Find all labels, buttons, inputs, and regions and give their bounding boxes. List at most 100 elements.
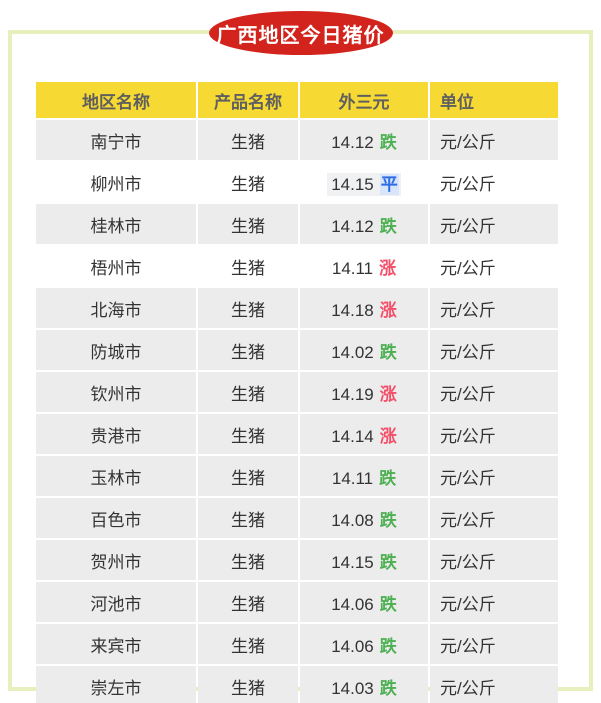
product-cell: 生猪: [198, 540, 298, 580]
price-cell: 14.08 跌: [300, 498, 428, 538]
unit-cell: 元/公斤: [430, 582, 558, 622]
region-cell: 崇左市: [36, 666, 196, 703]
price-cell: 14.19 涨: [300, 372, 428, 412]
price-value: 14.03: [331, 678, 374, 698]
trend-indicator-down: 跌: [379, 552, 397, 572]
column-header-product: 产品名称: [198, 82, 298, 118]
price-value-group: 14.08 跌: [331, 511, 397, 530]
price-value: 14.15: [331, 174, 374, 194]
price-cell: 14.12 跌: [300, 204, 428, 244]
region-cell: 百色市: [36, 498, 196, 538]
region-cell: 来宾市: [36, 624, 196, 664]
price-value: 14.06: [331, 636, 374, 656]
table-row: 贺州市 生猪 14.15 跌 元/公斤: [36, 540, 558, 580]
price-cell: 14.15 平: [300, 162, 428, 202]
column-header-unit: 单位: [430, 82, 558, 118]
price-value-group: 14.19 涨: [331, 385, 397, 404]
trend-indicator-down: 跌: [379, 342, 397, 362]
title-badge: 广西地区今日猪价: [208, 11, 393, 55]
price-value-group: 14.12 跌: [331, 217, 397, 236]
price-cell: 14.15 跌: [300, 540, 428, 580]
trend-indicator-up: 涨: [379, 426, 397, 446]
region-cell: 南宁市: [36, 120, 196, 160]
price-value-group: 14.15 平: [327, 172, 401, 196]
table-row: 贵港市 生猪 14.14 涨 元/公斤: [36, 414, 558, 454]
unit-cell: 元/公斤: [430, 414, 558, 454]
price-table: 地区名称 产品名称 外三元 单位 南宁市 生猪 14.12 跌元/公斤 柳州市 生猪 14.…: [34, 80, 560, 703]
unit-cell: 元/公斤: [430, 666, 558, 703]
region-cell: 防城市: [36, 330, 196, 370]
region-cell: 钦州市: [36, 372, 196, 412]
price-value-group: 14.12 跌: [331, 133, 397, 152]
header-row: 地区名称 产品名称 外三元 单位: [36, 82, 558, 118]
unit-cell: 元/公斤: [430, 246, 558, 286]
product-cell: 生猪: [198, 498, 298, 538]
price-value: 14.11: [331, 468, 374, 488]
table-row: 钦州市 生猪 14.19 涨 元/公斤: [36, 372, 558, 412]
price-table-body: 南宁市 生猪 14.12 跌元/公斤 柳州市 生猪 14.15 平元/公斤 桂林市 生猪 14.12…: [36, 120, 558, 703]
price-value: 14.06: [331, 594, 374, 614]
region-cell: 桂林市: [36, 204, 196, 244]
region-cell: 贵港市: [36, 414, 196, 454]
price-value: 14.12: [331, 216, 374, 236]
unit-cell: 元/公斤: [430, 456, 558, 496]
unit-cell: 元/公斤: [430, 162, 558, 202]
table-row: 百色市 生猪 14.08 跌 元/公斤: [36, 498, 558, 538]
unit-cell: 元/公斤: [430, 120, 558, 160]
table-row: 崇左市 生猪 14.03 跌 元/公斤: [36, 666, 558, 703]
unit-cell: 元/公斤: [430, 540, 558, 580]
price-value: 14.15: [331, 552, 374, 572]
region-cell: 北海市: [36, 288, 196, 328]
trend-indicator-flat: 平: [379, 173, 399, 195]
unit-cell: 元/公斤: [430, 624, 558, 664]
price-value-group: 14.18 涨: [331, 301, 397, 320]
price-value: 14.18: [331, 300, 374, 320]
price-cell: 14.12 跌: [300, 120, 428, 160]
product-cell: 生猪: [198, 330, 298, 370]
product-cell: 生猪: [198, 288, 298, 328]
price-value-group: 14.14 涨: [331, 427, 397, 446]
region-cell: 贺州市: [36, 540, 196, 580]
price-cell: 14.03 跌: [300, 666, 428, 703]
unit-cell: 元/公斤: [430, 372, 558, 412]
price-cell: 14.11 跌: [300, 456, 428, 496]
trend-indicator-up: 涨: [379, 258, 397, 278]
price-cell: 14.06 跌: [300, 624, 428, 664]
region-cell: 玉林市: [36, 456, 196, 496]
region-cell: 柳州市: [36, 162, 196, 202]
price-value-group: 14.11 跌: [332, 469, 396, 488]
price-cell: 14.06 跌: [300, 582, 428, 622]
unit-cell: 元/公斤: [430, 288, 558, 328]
price-cell: 14.11 涨: [300, 246, 428, 286]
table-row: 来宾市 生猪 14.06 跌 元/公斤: [36, 624, 558, 664]
price-value-group: 14.02 跌: [331, 343, 397, 362]
price-value: 14.02: [331, 342, 374, 362]
price-value: 14.11: [331, 258, 374, 278]
trend-indicator-up: 涨: [379, 300, 397, 320]
price-value-group: 14.06 跌: [331, 637, 397, 656]
trend-indicator-down: 跌: [379, 636, 397, 656]
column-header-region: 地区名称: [36, 82, 196, 118]
table-row: 桂林市 生猪 14.12 跌 元/公斤: [36, 204, 558, 244]
price-value: 14.14: [331, 426, 374, 446]
region-cell: 河池市: [36, 582, 196, 622]
table-row: 南宁市 生猪 14.12 跌 元/公斤: [36, 120, 558, 160]
product-cell: 生猪: [198, 162, 298, 202]
price-value: 14.08: [331, 510, 374, 530]
table-row: 柳州市 生猪 14.15 平 元/公斤: [36, 162, 558, 202]
table-header: 地区名称 产品名称 外三元 单位: [36, 82, 558, 118]
product-cell: 生猪: [198, 582, 298, 622]
product-cell: 生猪: [198, 120, 298, 160]
trend-indicator-down: 跌: [379, 510, 397, 530]
price-value-group: 14.11 涨: [332, 259, 396, 278]
table-row: 防城市 生猪 14.02 跌 元/公斤: [36, 330, 558, 370]
product-cell: 生猪: [198, 204, 298, 244]
column-header-price: 外三元: [300, 82, 428, 118]
product-cell: 生猪: [198, 372, 298, 412]
price-cell: 14.18 涨: [300, 288, 428, 328]
trend-indicator-down: 跌: [379, 678, 397, 698]
price-value: 14.19: [331, 384, 374, 404]
price-value-group: 14.06 跌: [331, 595, 397, 614]
trend-indicator-up: 涨: [379, 384, 397, 404]
